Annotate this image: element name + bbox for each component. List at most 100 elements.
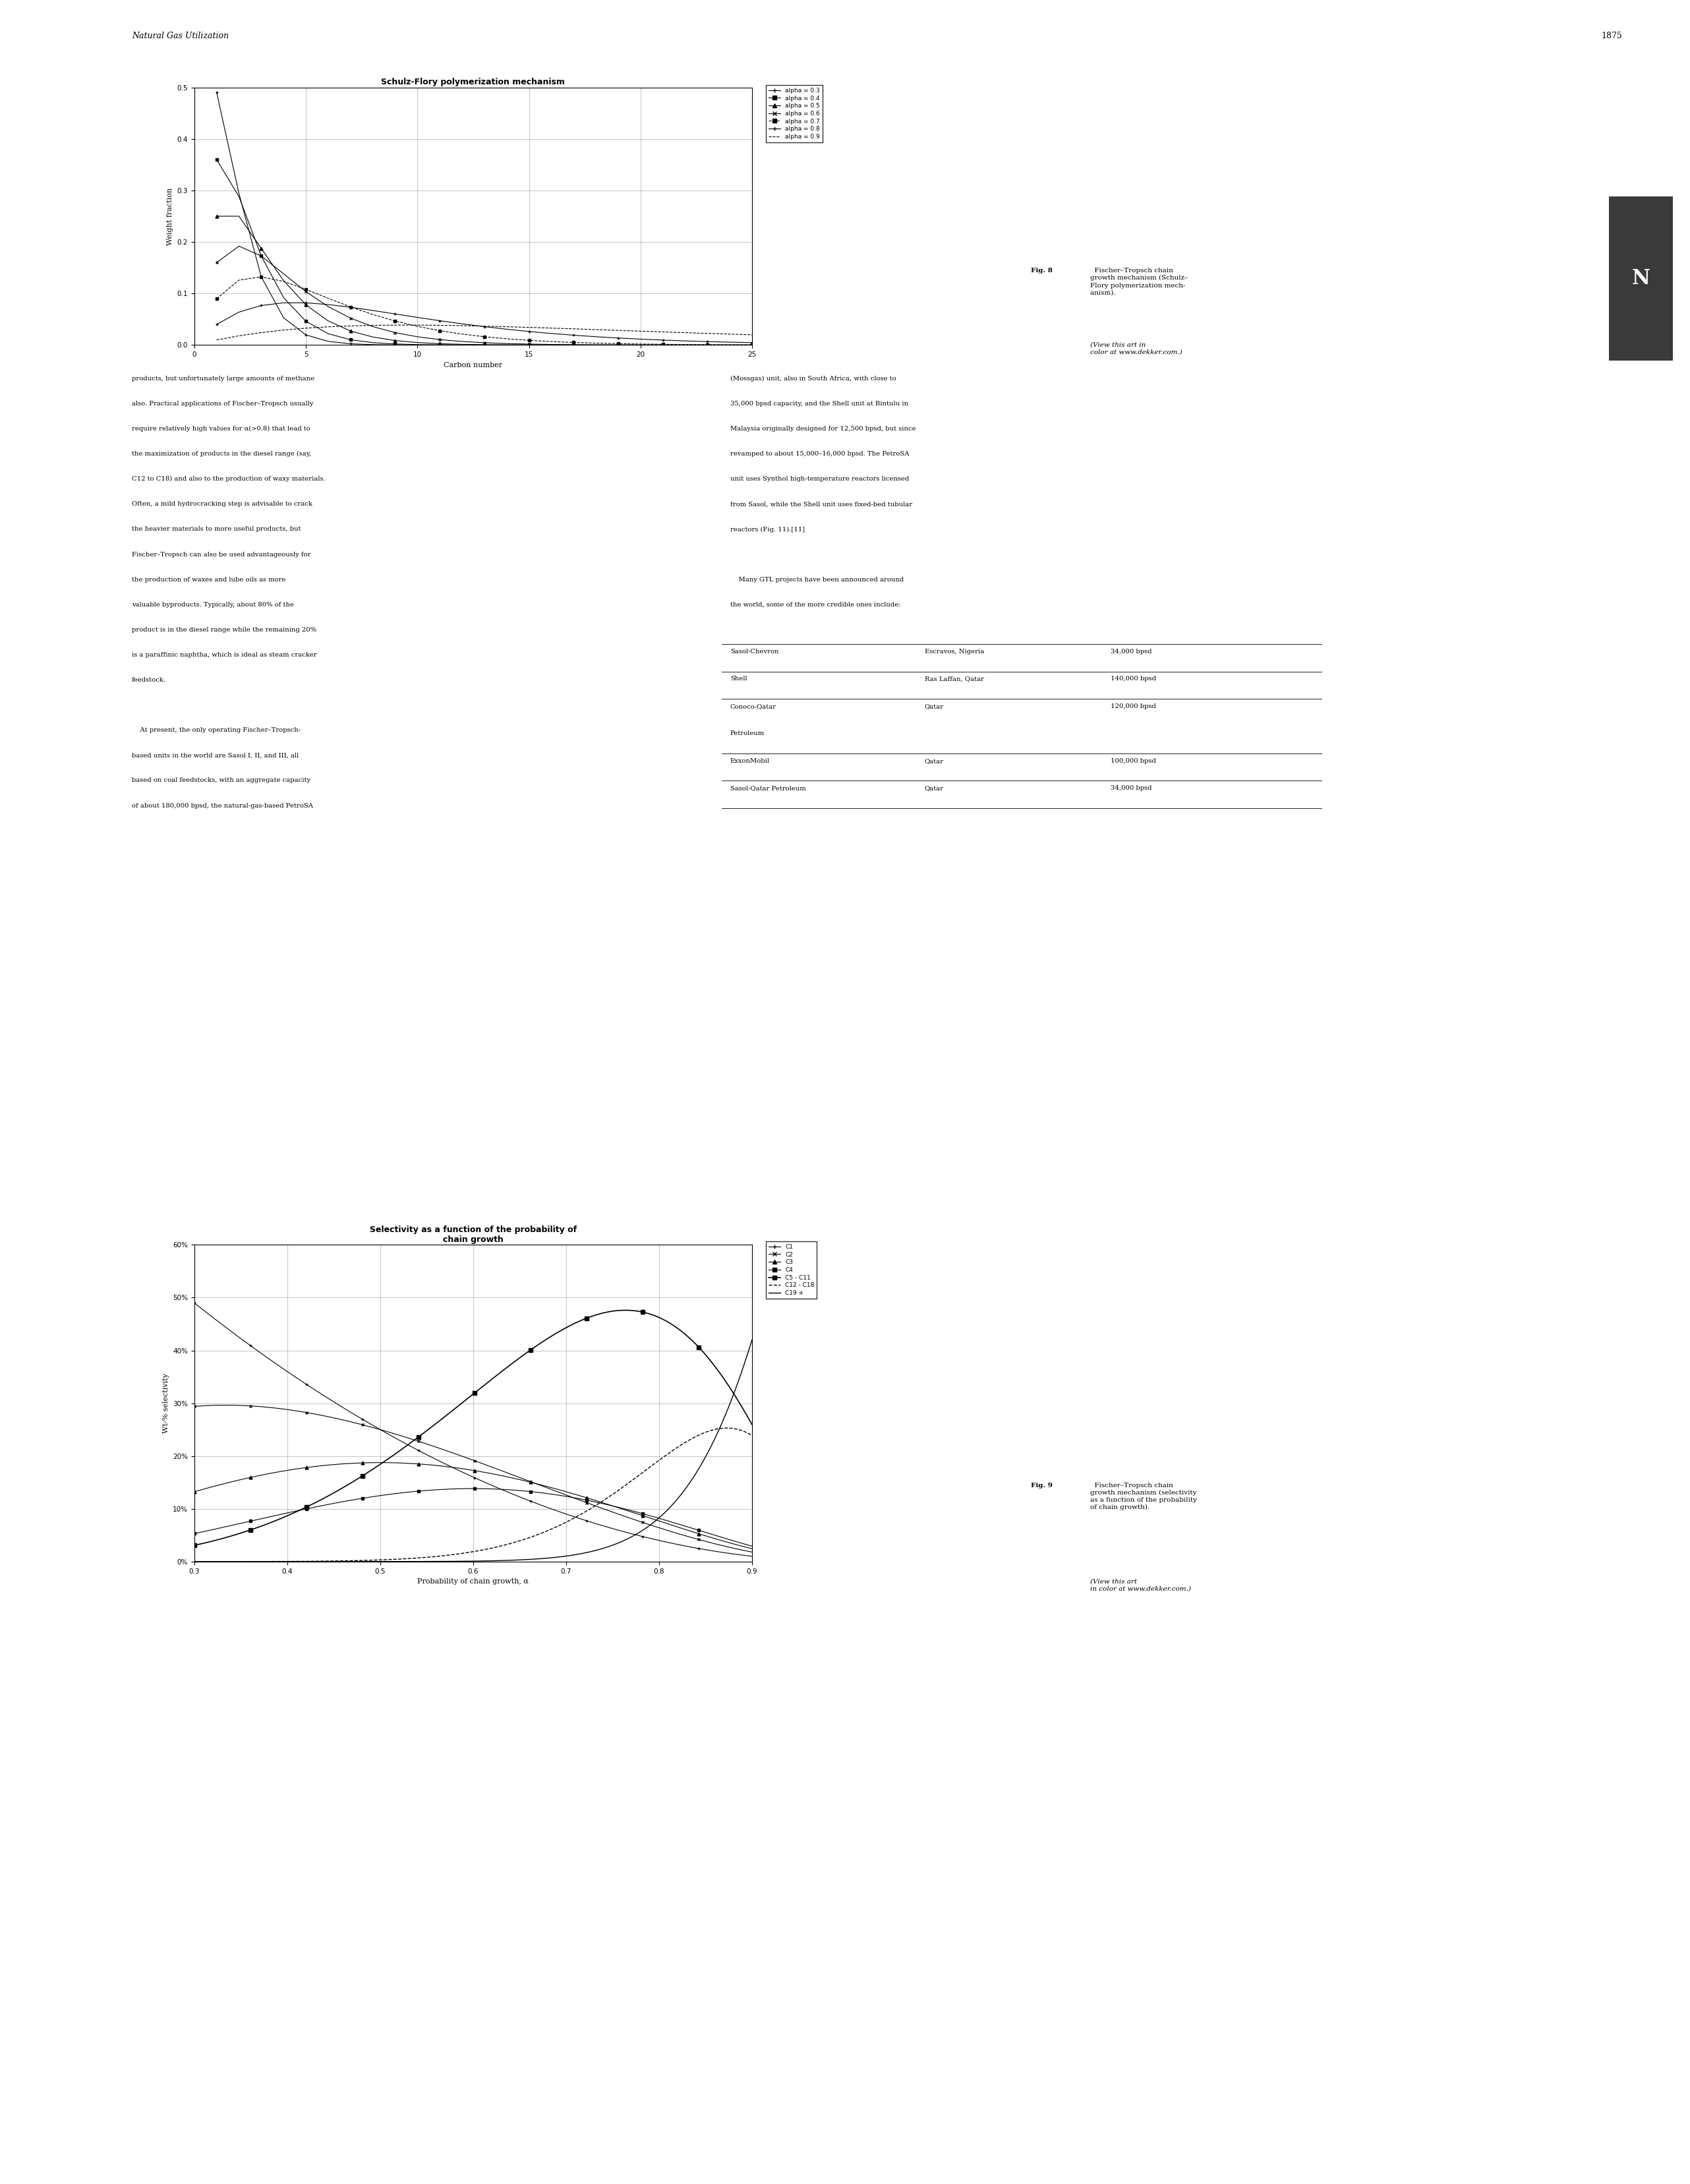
C3 bbox=[333, 1450, 353, 1476]
C19 + bbox=[713, 1404, 733, 1431]
Text: is a paraffinic naphtha, which is ideal as steam cracker: is a paraffinic naphtha, which is ideal … bbox=[132, 651, 316, 657]
Text: (Mossgas) unit, also in South Africa, with close to: (Mossgas) unit, also in South Africa, wi… bbox=[730, 376, 896, 382]
Text: from Sasol, while the Shell unit uses fixed-bed tubular: from Sasol, while the Shell unit uses fi… bbox=[730, 500, 913, 507]
Text: 1875: 1875 bbox=[1602, 31, 1622, 39]
Text: the production of waxes and lube oils as more: the production of waxes and lube oils as… bbox=[132, 577, 286, 583]
C5 - C11 bbox=[206, 1527, 226, 1553]
Text: 100,000 bpsd: 100,000 bpsd bbox=[1110, 758, 1156, 764]
C3 bbox=[696, 1522, 717, 1548]
C19 + bbox=[287, 1548, 308, 1575]
Text: Fig. 9: Fig. 9 bbox=[1031, 1483, 1053, 1487]
Line: C2: C2 bbox=[193, 1404, 754, 1553]
Text: Malaysia originally designed for 12,500 bpsd, but since: Malaysia originally designed for 12,500 … bbox=[730, 426, 916, 432]
C2 bbox=[336, 1406, 357, 1433]
Text: (View this art in
color at www.dekker.com.): (View this art in color at www.dekker.co… bbox=[1090, 343, 1181, 356]
Text: Sasol-Qatar Petroleum: Sasol-Qatar Petroleum bbox=[730, 784, 806, 791]
C12 - C18 bbox=[287, 1548, 308, 1575]
Text: feedstock.: feedstock. bbox=[132, 677, 166, 684]
C2 bbox=[717, 1533, 737, 1559]
C4 bbox=[184, 1520, 204, 1546]
C2 bbox=[206, 1391, 226, 1417]
Title: Selectivity as a function of the probability of
chain growth: Selectivity as a function of the probabi… bbox=[370, 1225, 576, 1245]
C3 bbox=[717, 1529, 737, 1555]
C1 bbox=[218, 1317, 238, 1343]
C12 - C18 bbox=[742, 1422, 762, 1448]
C4 bbox=[461, 1476, 482, 1503]
Text: At present, the only operating Fischer–Tropsch-: At present, the only operating Fischer–T… bbox=[132, 727, 301, 734]
C4 bbox=[287, 1498, 308, 1524]
Text: also. Practical applications of Fischer–Tropsch usually: also. Practical applications of Fischer–… bbox=[132, 400, 313, 406]
C1 bbox=[713, 1540, 733, 1566]
C4 bbox=[206, 1516, 226, 1542]
Text: 140,000 bpsd: 140,000 bpsd bbox=[1110, 677, 1156, 681]
C5 - C11 bbox=[218, 1524, 238, 1551]
Text: Fischer–Tropsch chain
growth mechanism (Schulz–
Flory polymerization mech-
anism: Fischer–Tropsch chain growth mechanism (… bbox=[1090, 269, 1188, 295]
C5 - C11 bbox=[287, 1498, 308, 1524]
C5 - C11 bbox=[742, 1411, 762, 1437]
Text: based on coal feedstocks, with an aggregate capacity: based on coal feedstocks, with an aggreg… bbox=[132, 778, 311, 784]
C2 bbox=[215, 1391, 235, 1417]
C3 bbox=[287, 1455, 308, 1481]
C1 bbox=[184, 1291, 204, 1317]
C3 bbox=[742, 1535, 762, 1562]
C5 - C11 bbox=[717, 1369, 737, 1396]
Legend: alpha = 0.3, alpha = 0.4, alpha = 0.5, alpha = 0.6, alpha = 0.7, alpha = 0.8, al: alpha = 0.3, alpha = 0.4, alpha = 0.5, a… bbox=[766, 85, 823, 142]
C1 bbox=[206, 1308, 226, 1334]
C1 bbox=[695, 1535, 715, 1562]
Line: C19 +: C19 + bbox=[194, 1339, 752, 1562]
Text: Natural Gas Utilization: Natural Gas Utilization bbox=[132, 31, 228, 39]
Text: Conoco-Qatar: Conoco-Qatar bbox=[730, 703, 776, 710]
C12 - C18 bbox=[713, 1415, 733, 1441]
C5 - C11 bbox=[184, 1533, 204, 1559]
Text: of about 180,000 bpsd, the natural-gas-based PetroSA: of about 180,000 bpsd, the natural-gas-b… bbox=[132, 802, 313, 808]
Text: Shell: Shell bbox=[730, 677, 747, 681]
C5 - C11 bbox=[333, 1474, 353, 1500]
Text: Fig. 8: Fig. 8 bbox=[1031, 269, 1053, 273]
C12 - C18 bbox=[695, 1420, 715, 1446]
Text: the world, some of the more credible ones include:: the world, some of the more credible one… bbox=[730, 601, 901, 607]
Text: Fischer–Tropsch chain
growth mechanism (selectivity
as a function of the probabi: Fischer–Tropsch chain growth mechanism (… bbox=[1090, 1483, 1197, 1511]
Text: Qatar: Qatar bbox=[924, 703, 943, 710]
C5 - C11 bbox=[696, 1343, 717, 1369]
C3 bbox=[368, 1450, 389, 1476]
C12 - C18 bbox=[184, 1548, 204, 1575]
C4 bbox=[696, 1520, 717, 1546]
C4 bbox=[218, 1514, 238, 1540]
Text: (View this art
in color at www.dekker.com.): (View this art in color at www.dekker.co… bbox=[1090, 1579, 1191, 1592]
Text: revamped to about 15,000–16,000 bpsd. The PetroSA: revamped to about 15,000–16,000 bpsd. Th… bbox=[730, 450, 909, 456]
C4 bbox=[717, 1527, 737, 1553]
Line: C1: C1 bbox=[193, 1302, 754, 1557]
C2 bbox=[742, 1540, 762, 1566]
Line: C4: C4 bbox=[193, 1487, 754, 1548]
Text: Fischer–Tropsch can also be used advantageously for: Fischer–Tropsch can also be used advanta… bbox=[132, 550, 311, 557]
Text: Often, a mild hydrocracking step is advisable to crack: Often, a mild hydrocracking step is advi… bbox=[132, 500, 313, 507]
Text: the maximization of products in the diesel range (say,: the maximization of products in the dies… bbox=[132, 450, 311, 456]
C1 bbox=[333, 1393, 353, 1420]
C19 + bbox=[206, 1548, 226, 1575]
C19 + bbox=[742, 1326, 762, 1352]
Text: based units in the world are Sasol I, II, and III, all: based units in the world are Sasol I, II… bbox=[132, 751, 299, 758]
C19 + bbox=[218, 1548, 238, 1575]
X-axis label: Carbon number: Carbon number bbox=[444, 363, 502, 369]
Text: N: N bbox=[1633, 269, 1649, 288]
C2 bbox=[184, 1393, 204, 1420]
Text: unit uses Synthol high-temperature reactors licensed: unit uses Synthol high-temperature react… bbox=[730, 476, 909, 483]
Text: ExxonMobil: ExxonMobil bbox=[730, 758, 769, 764]
Text: product is in the diesel range while the remaining 20%: product is in the diesel range while the… bbox=[132, 627, 316, 633]
X-axis label: Probability of chain growth, α: Probability of chain growth, α bbox=[417, 1579, 529, 1586]
Legend: C1, C2, C3, C4, C5 - C11, C12 - C18, C19 +: C1, C2, C3, C4, C5 - C11, C12 - C18, C19… bbox=[766, 1241, 816, 1299]
Y-axis label: Wt-% selectivity: Wt-% selectivity bbox=[162, 1374, 169, 1433]
C12 - C18 bbox=[717, 1415, 737, 1441]
Text: Petroleum: Petroleum bbox=[730, 729, 764, 736]
Y-axis label: Weight fraction: Weight fraction bbox=[167, 188, 174, 245]
C3 bbox=[206, 1472, 226, 1498]
Text: valuable byproducts. Typically, about 80% of the: valuable byproducts. Typically, about 80… bbox=[132, 601, 294, 607]
Text: reactors (Fig. 11).[11]: reactors (Fig. 11).[11] bbox=[730, 526, 804, 533]
C12 - C18 bbox=[218, 1548, 238, 1575]
C4 bbox=[333, 1489, 353, 1516]
C1 bbox=[742, 1544, 762, 1570]
C3 bbox=[184, 1479, 204, 1505]
C19 + bbox=[333, 1548, 353, 1575]
C3 bbox=[218, 1470, 238, 1496]
Text: Sasol-Chevron: Sasol-Chevron bbox=[730, 649, 779, 655]
